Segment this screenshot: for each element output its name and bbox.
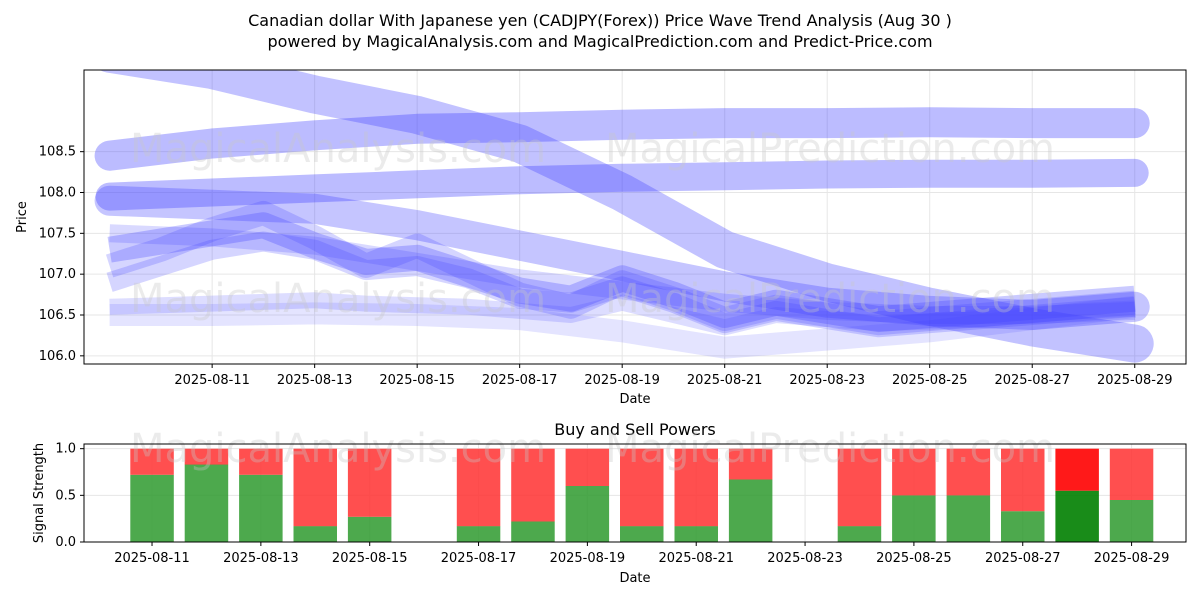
- buy-power-bar: [892, 495, 936, 542]
- price-x-tick-label: 2025-08-29: [1097, 373, 1173, 388]
- power-y-label: Signal Strength: [32, 443, 47, 543]
- sell-power-bar: [674, 448, 718, 527]
- power-chart: Buy and Sell Powers MagicalAnalysis.com …: [32, 420, 1187, 586]
- buy-power-bar: [565, 486, 610, 542]
- buy-power-bar: [347, 516, 392, 542]
- power-x-tick-label: 2025-08-25: [876, 551, 952, 566]
- power-x-tick-label: 2025-08-29: [1094, 551, 1170, 566]
- buy-power-bar: [1109, 500, 1154, 542]
- price-y-tick-label: 108.0: [39, 186, 76, 201]
- price-x-tick-label: 2025-08-17: [482, 373, 558, 388]
- power-x-label: Date: [619, 571, 650, 586]
- price-chart: MagicalAnalysis.com MagicalPrediction.co…: [15, 69, 1187, 407]
- power-x-tick-label: 2025-08-11: [114, 551, 190, 566]
- price-wave-line: [94, 185, 1150, 330]
- price-x-tick-label: 2025-08-13: [277, 373, 353, 388]
- price-y-label: Price: [15, 201, 30, 233]
- buy-power-bar: [511, 521, 555, 542]
- sell-power-bar: [1109, 448, 1154, 500]
- buy-power-bar: [728, 479, 773, 542]
- buy-power-bar: [1055, 490, 1099, 542]
- buy-power-bar: [837, 526, 882, 542]
- watermark-right-bottom: MagicalPrediction.com: [605, 426, 1055, 472]
- price-wave-line: [94, 107, 1150, 171]
- buy-power-bar: [184, 464, 229, 542]
- sell-power-bar: [892, 448, 936, 496]
- buy-power-bar: [130, 474, 174, 542]
- price-x-tick-label: 2025-08-21: [687, 373, 763, 388]
- sell-power-bar: [620, 448, 664, 527]
- power-x-tick-label: 2025-08-15: [332, 551, 408, 566]
- price-wave-line: [107, 212, 1136, 333]
- price-wave-line: [109, 295, 1137, 359]
- sell-power-bar: [347, 448, 392, 517]
- watermark-right-mid: MagicalPrediction.com: [605, 276, 1055, 322]
- price-wave-line: [105, 200, 1136, 336]
- price-waves: [94, 70, 1154, 363]
- power-x-tick-label: 2025-08-19: [550, 551, 626, 566]
- sell-power-bar: [184, 448, 229, 465]
- price-x-tick-label: 2025-08-27: [994, 373, 1070, 388]
- power-y-tick-label: 0.0: [55, 535, 76, 550]
- power-chart-title: Buy and Sell Powers: [554, 420, 716, 439]
- power-x-tick-label: 2025-08-27: [985, 551, 1061, 566]
- power-x-tick-label: 2025-08-17: [441, 551, 517, 566]
- price-wave-line: [109, 292, 1136, 336]
- price-x-tick-label: 2025-08-19: [584, 373, 660, 388]
- figure-title-line2: powered by MagicalAnalysis.com and Magic…: [267, 32, 932, 51]
- price-y-tick-label: 106.5: [39, 308, 76, 323]
- power-bars: [130, 448, 1154, 542]
- price-x-tick-label: 2025-08-25: [892, 373, 968, 388]
- buy-power-bar: [946, 495, 991, 542]
- price-ticks: 2025-08-11 2025-08-13 2025-08-15 2025-08-17…: [39, 145, 1173, 388]
- price-x-tick-label: 2025-08-15: [379, 373, 455, 388]
- buy-power-bar: [456, 526, 501, 542]
- sell-power-bar: [1055, 448, 1099, 491]
- price-gridlines: [84, 70, 1186, 364]
- price-plot-frame: [83, 69, 1187, 365]
- buy-power-bar: [620, 526, 664, 542]
- price-wave-line: [109, 224, 1136, 324]
- buy-power-bar: [674, 526, 718, 542]
- sell-power-bar: [946, 448, 991, 496]
- price-wave-line: [95, 158, 1149, 211]
- price-x-tick-label: 2025-08-23: [789, 373, 865, 388]
- watermark-left-bottom: MagicalAnalysis.com: [130, 426, 546, 472]
- power-y-tick-label: 1.0: [55, 442, 76, 457]
- price-y-tick-label: 108.5: [39, 145, 76, 160]
- sell-power-bar: [511, 448, 555, 522]
- buy-power-bar: [1001, 511, 1045, 542]
- price-y-tick-label: 107.5: [39, 226, 76, 241]
- sell-power-bar: [239, 448, 283, 475]
- power-x-tick-label: 2025-08-13: [223, 551, 299, 566]
- price-wave-line: [106, 231, 1136, 338]
- price-x-label: Date: [619, 392, 650, 407]
- watermark-left-mid: MagicalAnalysis.com: [130, 276, 546, 322]
- sell-power-bar: [1001, 448, 1045, 512]
- sell-power-bar: [728, 448, 773, 480]
- sell-power-bar: [837, 448, 882, 527]
- power-x-tick-label: 2025-08-23: [767, 551, 843, 566]
- sell-power-bar: [293, 448, 337, 527]
- price-wave-line: [99, 70, 1154, 363]
- buy-power-bar: [293, 526, 337, 542]
- sell-power-bar: [130, 448, 174, 475]
- price-y-tick-label: 106.0: [39, 349, 76, 364]
- buy-power-bar: [239, 474, 283, 542]
- price-y-tick-label: 107.0: [39, 267, 76, 282]
- power-ticks: 2025-08-11 2025-08-13 2025-08-15 2025-08-17…: [55, 442, 1169, 566]
- watermark-right-top: MagicalPrediction.com: [605, 126, 1055, 172]
- sell-power-bar: [456, 448, 501, 527]
- price-x-tick-label: 2025-08-11: [174, 373, 250, 388]
- power-y-tick-label: 0.5: [55, 488, 76, 503]
- power-plot-frame: [83, 443, 1187, 543]
- watermark-left-top: MagicalAnalysis.com: [130, 126, 546, 172]
- figure-title-line1: Canadian dollar With Japanese yen (CADJP…: [248, 11, 952, 30]
- power-x-tick-label: 2025-08-21: [658, 551, 734, 566]
- sell-power-bar: [565, 448, 610, 486]
